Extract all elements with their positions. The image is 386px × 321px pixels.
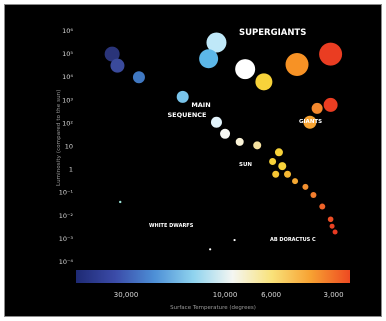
star-main-sequence [272,170,280,178]
y-axis-label: Luminosity (compared to the sun) [56,89,62,187]
star-main-sequence [292,178,299,185]
star-supergiants [255,73,273,91]
star-main-sequence [319,203,326,210]
x-axis-label: Surface Temperature (degrees) [170,305,256,311]
annotation-label: GIANTS [299,119,322,125]
annotation-label: SEQUENCE [167,111,206,119]
star-supergiants [285,52,309,76]
star-main-sequence [329,223,335,229]
star-main-sequence [253,141,262,150]
star-main-sequence [104,46,120,62]
y-tick-label: 10⁴ [62,73,73,81]
annotation-label: WHITE DWARFS [149,223,194,229]
y-tick-label: 10⁻³ [59,235,74,243]
star-main-sequence [110,58,125,73]
star-main-sequence [210,116,222,128]
x-tick-label: 30,000 [114,291,139,299]
star-main-sequence [327,216,334,223]
y-tick-label: 10⁻¹ [59,189,74,197]
temperature-color-bar [76,270,350,283]
chart-frame [4,4,382,317]
y-tick-label: 10⁵ [62,50,73,58]
star-main-sequence [132,71,145,84]
y-tick-label: 10³ [62,96,73,104]
star-main-sequence [302,183,309,190]
x-tick-label: 3,000 [324,291,344,299]
y-tick-label: 1 [69,166,73,174]
star-white-dwarfs [233,238,236,242]
star-supergiants [199,49,219,69]
x-tick-label: 10,000 [213,291,238,299]
star-giants [303,115,317,129]
star-supergiants [235,59,256,80]
star-white-dwarfs [119,200,122,204]
y-tick-label: 10² [62,119,73,127]
star-main-sequence [332,229,338,235]
star-supergiants [319,42,343,66]
star-main-sequence [235,137,244,146]
y-tick-label: 10 [65,143,73,151]
annotation-label: MAIN [191,101,210,109]
y-tick-label: 10⁻⁴ [59,258,74,266]
annotation-label: AB DORACTUS C [270,237,316,243]
star-supergiants [206,32,227,53]
star-main-sequence [284,170,292,178]
y-tick-label: 10⁶ [62,27,73,35]
star-main-sequence [176,90,189,103]
y-tick-label: 10⁻² [59,212,74,220]
star-main-sequence [310,192,317,199]
star-main-sequence [269,158,277,166]
star-giants [311,102,323,114]
star-main-sequence [274,148,283,157]
annotation-label: SUPERGIANTS [239,28,306,38]
annotation-label: SUN [239,162,252,168]
x-tick-label: 6,000 [261,291,281,299]
star-main-sequence [278,162,287,171]
star-giants [323,97,338,112]
star-white-dwarfs [209,248,212,251]
star-main-sequence [220,128,231,139]
